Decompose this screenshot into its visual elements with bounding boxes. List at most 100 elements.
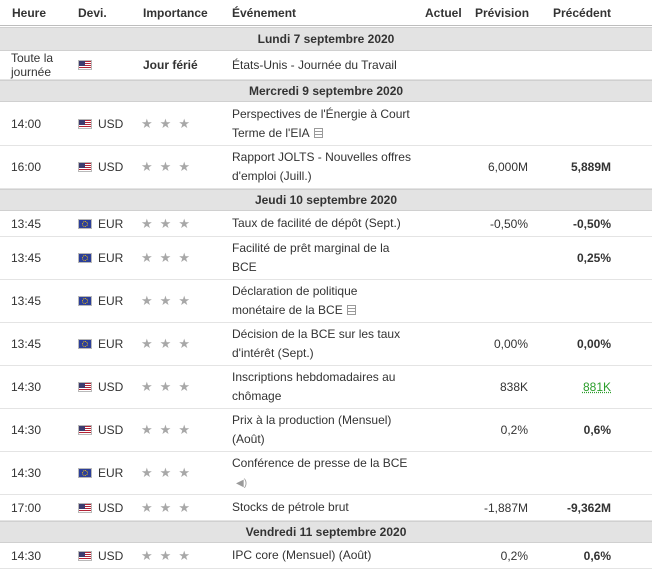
event-row[interactable]: 14:30 USD ★ ★ ★ Prix à la production (Mens… bbox=[0, 409, 652, 452]
forecast-value: 0,2% bbox=[500, 548, 528, 563]
day-header: Jeudi 10 septembre 2020 bbox=[0, 189, 652, 211]
event-cell: Déclaration de politique monétaire de la… bbox=[232, 280, 412, 322]
us-flag-icon bbox=[78, 550, 92, 561]
event-currency: USD bbox=[98, 116, 124, 131]
star-icon: ★ bbox=[141, 499, 153, 515]
star-icon: ★ bbox=[141, 159, 153, 174]
previous-value: 0,25% bbox=[576, 251, 611, 265]
header-event[interactable]: Événement bbox=[232, 6, 297, 20]
importance-stars: ★ ★ ★ bbox=[141, 294, 190, 308]
document-icon[interactable] bbox=[313, 127, 323, 138]
header-currency[interactable]: Devi. bbox=[78, 6, 107, 20]
event-row[interactable]: 17:00 USD ★ ★ ★ Stocks de pétrole brut -1,… bbox=[0, 495, 652, 521]
importance-stars: ★ ★ ★ bbox=[141, 160, 190, 174]
header-time[interactable]: Heure bbox=[12, 6, 47, 20]
us-flag-icon bbox=[78, 118, 92, 129]
event-row[interactable]: 13:45 EUR ★ ★ ★ Déclaration de politique m… bbox=[0, 280, 652, 323]
event-row[interactable]: 16:00 USD ★ ★ ★ Rapport JOLTS - Nouvelles … bbox=[0, 146, 652, 189]
event-currency: USD bbox=[98, 500, 124, 515]
header-importance[interactable]: Importance bbox=[143, 6, 208, 20]
us-flag-icon bbox=[78, 425, 92, 435]
star-icon: ★ bbox=[159, 336, 172, 351]
previous-value: 0,00% bbox=[576, 337, 611, 351]
event-name[interactable]: Inscriptions hebdomadaires au chômage bbox=[232, 370, 396, 403]
forecast-value: 0,00% bbox=[493, 337, 528, 351]
eu-flag-icon bbox=[78, 253, 92, 263]
event-name[interactable]: Prix à la production (Mensuel) (Août) bbox=[232, 413, 392, 446]
star-icon: ★ bbox=[159, 547, 172, 563]
event-time: 13:45 bbox=[11, 251, 42, 265]
event-name[interactable]: Perspectives de l'Énergie à Court Terme … bbox=[232, 106, 410, 140]
importance-stars: ★ ★ ★ bbox=[141, 251, 190, 265]
event-cell: Perspectives de l'Énergie à Court Terme … bbox=[232, 102, 412, 145]
star-icon: ★ bbox=[141, 115, 153, 131]
event-time: 14:30 bbox=[11, 548, 42, 563]
event-row[interactable]: Toute la journée Jour férié États-Unis -… bbox=[0, 51, 652, 80]
star-icon: ★ bbox=[141, 215, 153, 231]
event-time: 17:00 bbox=[11, 500, 42, 515]
importance-stars: ★ ★ ★ bbox=[141, 115, 190, 131]
event-name[interactable]: Déclaration de politique monétaire de la… bbox=[232, 284, 358, 317]
eu-flag-icon bbox=[78, 296, 92, 306]
previous-value-revised[interactable]: 881K bbox=[582, 380, 611, 394]
forecast-value: -0,50% bbox=[489, 216, 528, 231]
event-cell: Conférence de presse de la BCE ◀) bbox=[232, 452, 412, 494]
forecast-value: 0,2% bbox=[500, 423, 528, 437]
us-flag-icon bbox=[78, 60, 92, 70]
event-name[interactable]: Décision de la BCE sur les taux d'intérê… bbox=[232, 327, 401, 360]
event-currency: EUR bbox=[98, 294, 124, 308]
event-row[interactable]: 14:30 USD ★ ★ ★ Inscriptions hebdomadaires… bbox=[0, 366, 652, 409]
star-icon: ★ bbox=[178, 336, 190, 351]
star-icon: ★ bbox=[178, 499, 190, 515]
star-icon: ★ bbox=[159, 215, 172, 231]
event-name[interactable]: États-Unis - Journée du Travail bbox=[232, 57, 397, 72]
star-icon: ★ bbox=[141, 293, 153, 308]
header-actual[interactable]: Actuel bbox=[425, 6, 462, 20]
event-name[interactable]: Taux de facilité de dépôt (Sept.) bbox=[232, 216, 401, 230]
star-icon: ★ bbox=[141, 336, 153, 351]
event-name[interactable]: Stocks de pétrole brut bbox=[232, 500, 349, 514]
event-name[interactable]: Facilité de prêt marginal de la BCE bbox=[232, 241, 390, 274]
star-icon: ★ bbox=[159, 159, 172, 174]
star-icon: ★ bbox=[178, 215, 190, 231]
event-time: 14:30 bbox=[11, 380, 42, 394]
event-currency: USD bbox=[98, 423, 124, 437]
star-icon: ★ bbox=[141, 250, 153, 265]
day-header: Vendredi 11 septembre 2020 bbox=[0, 521, 652, 543]
event-row[interactable]: 14:00 USD ★ ★ ★ Perspectives de l'Énergie … bbox=[0, 102, 652, 146]
event-currency: USD bbox=[98, 380, 124, 394]
eu-flag-icon bbox=[78, 468, 92, 478]
event-time: 14:30 bbox=[11, 423, 42, 437]
event-time: 14:30 bbox=[11, 466, 42, 480]
forecast-value: 6,000M bbox=[487, 160, 528, 174]
event-time: Toute la journée bbox=[11, 51, 54, 79]
event-row[interactable]: 14:30 USD ★ ★ ★ IPC core (Mensuel) (Août) … bbox=[0, 543, 652, 569]
event-name[interactable]: Conférence de presse de la BCE bbox=[232, 455, 408, 470]
event-row[interactable]: 13:45 EUR ★ ★ ★ Taux de facilité de dépôt … bbox=[0, 211, 652, 237]
day-header: Mercredi 9 septembre 2020 bbox=[0, 80, 652, 102]
event-currency: EUR bbox=[98, 251, 124, 265]
event-row[interactable]: 13:45 EUR ★ ★ ★ Facilité de prêt marginal … bbox=[0, 237, 652, 280]
event-currency: EUR bbox=[98, 466, 124, 480]
event-name[interactable]: IPC core (Mensuel) (Août) bbox=[232, 548, 372, 562]
header-previous[interactable]: Précédent bbox=[553, 6, 612, 20]
header-forecast[interactable]: Prévision bbox=[475, 6, 530, 20]
event-row[interactable]: 14:30 EUR ★ ★ ★ Conférence de presse de la… bbox=[0, 452, 652, 495]
speaker-icon[interactable]: ◀) bbox=[236, 477, 248, 489]
star-icon: ★ bbox=[159, 465, 172, 480]
us-flag-icon bbox=[78, 382, 92, 392]
star-icon: ★ bbox=[178, 115, 190, 131]
event-row[interactable]: 13:45 EUR ★ ★ ★ Décision de la BCE sur les… bbox=[0, 323, 652, 366]
star-icon: ★ bbox=[178, 465, 190, 480]
forecast-value: 838K bbox=[499, 380, 528, 394]
event-time: 13:45 bbox=[11, 216, 42, 231]
day-header: Lundi 7 septembre 2020 bbox=[0, 27, 652, 51]
importance-stars: ★ ★ ★ bbox=[141, 466, 190, 480]
event-name[interactable]: Rapport JOLTS - Nouvelles offres d'emplo… bbox=[232, 150, 411, 183]
document-icon[interactable] bbox=[346, 305, 356, 315]
star-icon: ★ bbox=[141, 379, 153, 394]
event-time: 16:00 bbox=[11, 160, 42, 174]
star-icon: ★ bbox=[141, 422, 153, 437]
eu-flag-icon bbox=[78, 218, 92, 229]
